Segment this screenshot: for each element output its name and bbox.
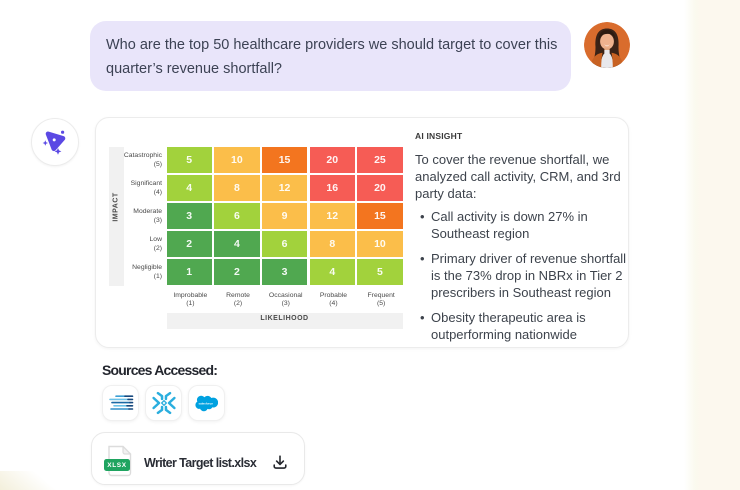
- svg-text:salesforce: salesforce: [198, 401, 213, 405]
